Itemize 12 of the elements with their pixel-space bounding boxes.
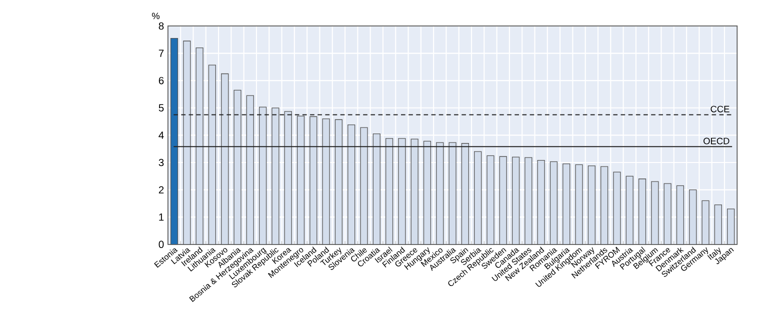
y-tick-label: 8	[158, 22, 164, 30]
y-tick-label: 4	[158, 131, 164, 138]
y-tick-label: 7	[158, 50, 164, 57]
y-tick-label: 2	[158, 186, 164, 194]
y-tick-label: 3	[158, 158, 164, 166]
y-tick-label: 5	[158, 104, 164, 112]
ref-line-label: CCE	[710, 106, 730, 112]
y-tick-label: 1	[159, 213, 164, 220]
ref-line-label: OECD	[704, 138, 730, 144]
y-tick-label: 6	[158, 76, 164, 84]
y-tick-label: 0	[158, 240, 164, 248]
y-axis-title: %	[152, 12, 160, 19]
